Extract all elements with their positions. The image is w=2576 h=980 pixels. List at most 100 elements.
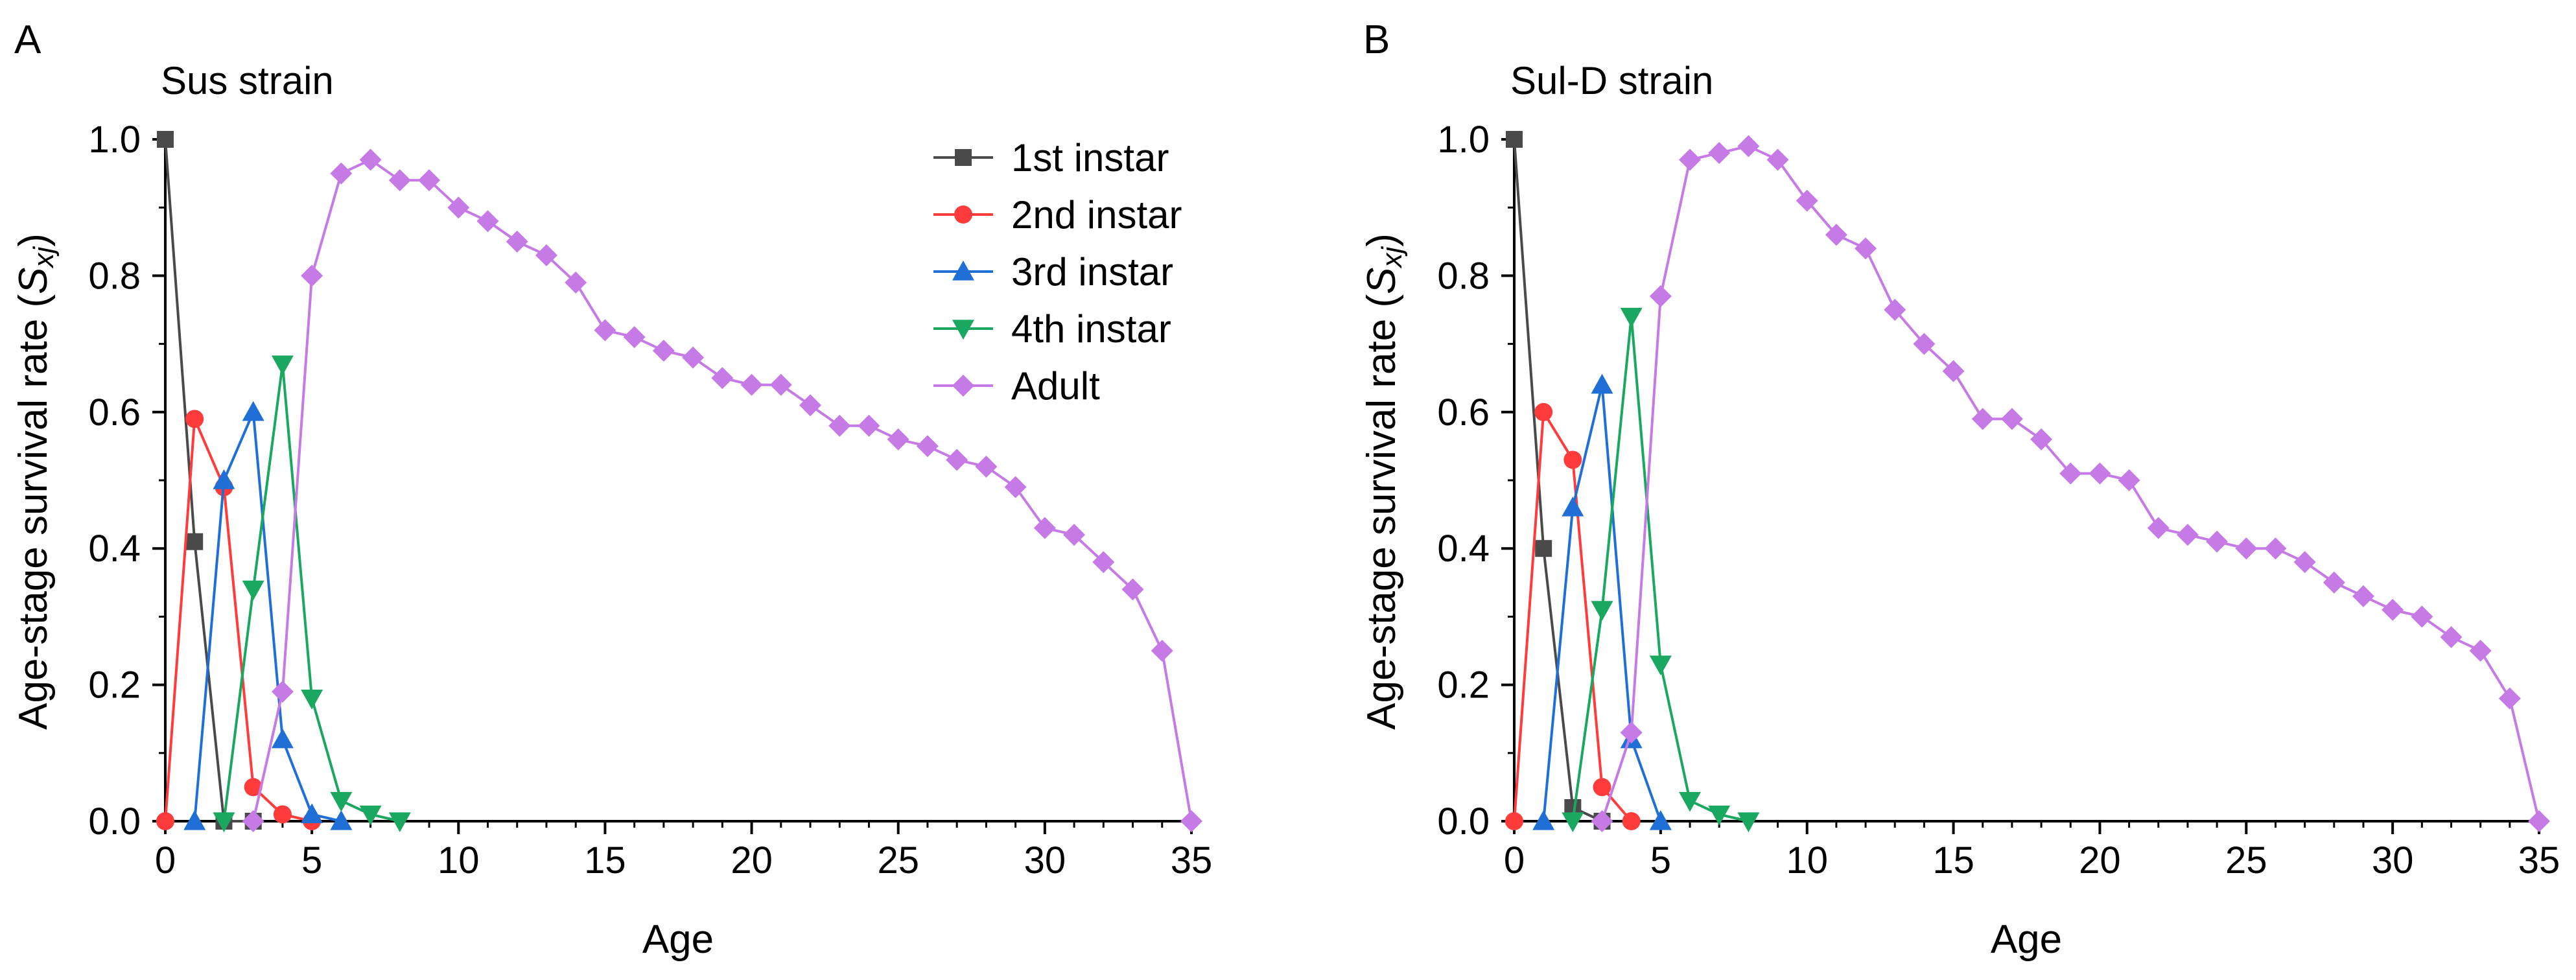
panel-b-plot: 0 5 10 15 20 25 30 35 0.0 0.2 0.4 0.6 0.8 1.0 (1437, 119, 2560, 881)
legend-adult-label: Adult (1011, 364, 1100, 408)
panel-b-series-adult-point (1620, 721, 1643, 744)
panel-a-letter: A (14, 18, 41, 62)
panel-b-y-tick-label: 0.6 (1437, 391, 1490, 434)
panel-b-series-adult-point (2030, 428, 2053, 450)
panel-b-series-4th-instar-point (1620, 307, 1643, 328)
panel-b-x-tick-label: 20 (2079, 839, 2121, 881)
legend-1st-instar-label: 1st instar (1011, 136, 1169, 180)
panel-b-series-4th-instar (1562, 307, 1760, 832)
panel-b-series-adult-point (1679, 148, 1702, 171)
panel-a-series-adult-point (769, 373, 792, 396)
panel-b-series-3rd-instar-point (1591, 373, 1613, 394)
panel-a-y-axis-label: Age-stage survival rate (Sxj) (11, 233, 60, 730)
panel-b-y-tick-label: 0.8 (1437, 255, 1490, 297)
panel-b-x-tick-label: 30 (2372, 839, 2414, 881)
panel-b-series-adult-point (2323, 571, 2345, 594)
panel-a-x-tick-label: 25 (877, 839, 919, 881)
panel-a-series-4th-instar-point (388, 812, 411, 832)
panel-b-title: Sul-D strain (1510, 59, 1713, 102)
panel-a-series-adult-point (916, 435, 939, 458)
panel-b-series-1st-instar-point (1535, 540, 1552, 557)
panel-b-y-tick-label: 0.0 (1437, 800, 1490, 843)
panel-a-x-tick-label: 35 (1171, 839, 1213, 881)
panel-a-series-adult-point (858, 414, 880, 437)
panel-b-y-axis-label-sub: xj (1376, 246, 1408, 269)
panel-a-series-4th-instar-point (213, 812, 235, 832)
panel-b-series-4th-instar-point (1562, 812, 1584, 832)
panel-a-series-4th-instar-point (301, 690, 323, 710)
panel-a-series-adult-point (447, 196, 470, 219)
panel-a-series-adult-point (506, 230, 528, 253)
panel-a-x-tick-label: 10 (438, 839, 480, 881)
panel-a-series-4th-instar-point (242, 580, 264, 601)
panel-b-y-axis-label-suffix: ) (1359, 233, 1404, 247)
panel-a-series-adult-point (623, 326, 646, 349)
panel-a-y-tick-label: 0.0 (88, 800, 141, 843)
panel-b-x-tick-label: 10 (1786, 839, 1828, 881)
panel-a-series-3rd-instar-point (242, 401, 264, 421)
panel-a-series-2nd-instar-point (244, 778, 263, 797)
panel-b-series-adult-point (1591, 810, 1613, 832)
panel-a-series-adult-point (476, 210, 499, 233)
panel-b-series-adult-point (1708, 142, 1731, 165)
panel-b-series-adult-point (2089, 462, 2111, 485)
panel-b: B Sul-D strain 0 5 10 15 20 25 30 35 0.0 0.2 0.4 0.… (1359, 18, 2560, 962)
panel-a-series-3rd-instar (183, 401, 353, 830)
panel-a-y-axis-label-var: S (11, 268, 56, 294)
panel-a-series-4th-instar (213, 355, 411, 832)
panel-a-series-adult-point (711, 367, 734, 390)
panel-a-y-tick-label: 0.2 (88, 664, 141, 706)
panel-b-series-adult-point (1825, 224, 1847, 246)
panel-b-series-adult-point (1942, 360, 1965, 382)
panel-b-series-2nd-instar-point (1622, 812, 1641, 830)
panel-b-x-tick-label: 35 (2518, 839, 2560, 881)
panel-a-y-tick-label: 0.6 (88, 391, 141, 434)
panel-a-x-tick-label: 30 (1024, 839, 1066, 881)
panel-a-series-1st-instar-point (186, 533, 204, 550)
panel-a-x-tick-label: 20 (731, 839, 773, 881)
panel-a-series-adult-point (682, 346, 705, 369)
panel-b-series-1st-instar-point (1506, 131, 1523, 148)
legend-3rd-instar-label: 3rd instar (1011, 250, 1173, 294)
panel-a-series-4th-instar-point (330, 791, 353, 812)
panel-b-x-axis-label: Age (1991, 917, 2062, 962)
panel-a-series-2nd-instar-point (156, 812, 174, 830)
panel-a-x-tick-label: 0 (155, 839, 176, 881)
panel-a-x-tick-label: 15 (584, 839, 626, 881)
panel-a-series-3rd-instar-point (213, 469, 235, 489)
panel-a: A Sus strain 0 5 10 15 20 25 30 350.00.20.40.60… (11, 18, 1212, 962)
panel-a-x-axis-label: Age (642, 917, 714, 962)
panel-b-series-3rd-instar-point (1649, 810, 1672, 830)
panel-b-series-2nd-instar-point (1505, 812, 1523, 830)
legend-1st-instar-marker (955, 149, 972, 166)
panel-a-series-3rd-instar-point (301, 803, 323, 824)
panel-a-series-adult-point (1004, 476, 1027, 498)
panel-b-series-adult-point (1855, 237, 1877, 260)
panel-b-series-adult-point (2176, 524, 2199, 546)
legend-2nd-instar-marker (954, 205, 972, 224)
panel-a-series-adult (242, 148, 1202, 832)
panel-a-series-adult-point (594, 319, 616, 342)
panel-b-series-3rd-instar-point (1532, 810, 1555, 830)
panel-a-series-adult-point (330, 162, 353, 185)
panel-b-series-4th-instar-point (1679, 791, 1702, 812)
panel-a-series-adult-point (359, 148, 382, 171)
panel-a-series-adult-point (652, 340, 675, 362)
panel-b-series-adult-point (2118, 469, 2140, 491)
panel-b-series-2nd-instar-point (1593, 778, 1611, 797)
panel-a-series-adult-point (1121, 578, 1144, 601)
panel-b-series-2nd-instar-point (1534, 402, 1553, 421)
panel-b-series-adult-point (2382, 598, 2404, 621)
legend-3rd-instar-marker (952, 261, 974, 281)
panel-b-series-adult-point (2411, 605, 2433, 628)
panel-a-series-adult-point (1151, 640, 1173, 662)
panel-b-x-tick-label: 0 (1504, 839, 1525, 881)
panel-b-series-adult-point (2147, 517, 2170, 539)
panel-a-series-2nd-instar-point (273, 805, 292, 824)
panel-a-series-2nd-instar-point (185, 410, 204, 428)
panel-b-y-axis-label-var: S (1359, 268, 1404, 294)
legend-2nd-instar-label: 2nd instar (1011, 193, 1182, 237)
panel-b-series-adult-point (1913, 332, 1936, 355)
panel-b-series-2nd-instar (1505, 402, 1641, 830)
panel-b-series-adult-point (2235, 537, 2258, 560)
